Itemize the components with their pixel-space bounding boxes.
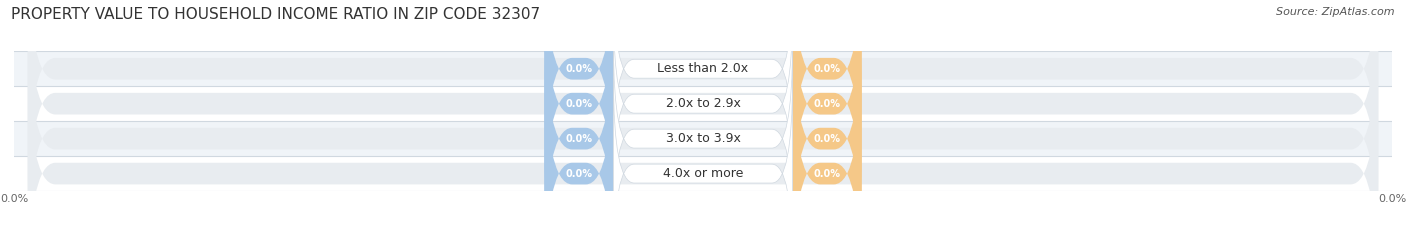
Bar: [14, 156, 1392, 191]
Text: 0.0%: 0.0%: [814, 99, 841, 109]
Text: 4.0x or more: 4.0x or more: [662, 167, 744, 180]
Text: 0.0%: 0.0%: [565, 169, 592, 178]
Bar: [14, 51, 1392, 86]
Text: 0.0%: 0.0%: [814, 134, 841, 144]
Text: Source: ZipAtlas.com: Source: ZipAtlas.com: [1277, 7, 1395, 17]
FancyBboxPatch shape: [793, 0, 862, 198]
Bar: [14, 121, 1392, 156]
Text: 0.0%: 0.0%: [814, 169, 841, 178]
FancyBboxPatch shape: [613, 43, 793, 233]
Text: 0.0%: 0.0%: [565, 64, 592, 74]
FancyBboxPatch shape: [613, 0, 793, 164]
FancyBboxPatch shape: [613, 78, 793, 233]
FancyBboxPatch shape: [793, 0, 862, 233]
FancyBboxPatch shape: [613, 8, 793, 199]
FancyBboxPatch shape: [544, 0, 613, 198]
FancyBboxPatch shape: [28, 0, 1378, 198]
FancyBboxPatch shape: [793, 45, 862, 233]
Text: 2.0x to 2.9x: 2.0x to 2.9x: [665, 97, 741, 110]
Bar: [14, 86, 1392, 121]
FancyBboxPatch shape: [28, 10, 1378, 233]
FancyBboxPatch shape: [28, 0, 1378, 233]
Text: 0.0%: 0.0%: [565, 134, 592, 144]
Text: PROPERTY VALUE TO HOUSEHOLD INCOME RATIO IN ZIP CODE 32307: PROPERTY VALUE TO HOUSEHOLD INCOME RATIO…: [11, 7, 540, 22]
FancyBboxPatch shape: [544, 0, 613, 233]
Text: 0.0%: 0.0%: [814, 64, 841, 74]
FancyBboxPatch shape: [793, 10, 862, 233]
Text: Less than 2.0x: Less than 2.0x: [658, 62, 748, 75]
FancyBboxPatch shape: [28, 45, 1378, 233]
Text: 0.0%: 0.0%: [565, 99, 592, 109]
FancyBboxPatch shape: [544, 10, 613, 233]
FancyBboxPatch shape: [544, 45, 613, 233]
Text: 3.0x to 3.9x: 3.0x to 3.9x: [665, 132, 741, 145]
